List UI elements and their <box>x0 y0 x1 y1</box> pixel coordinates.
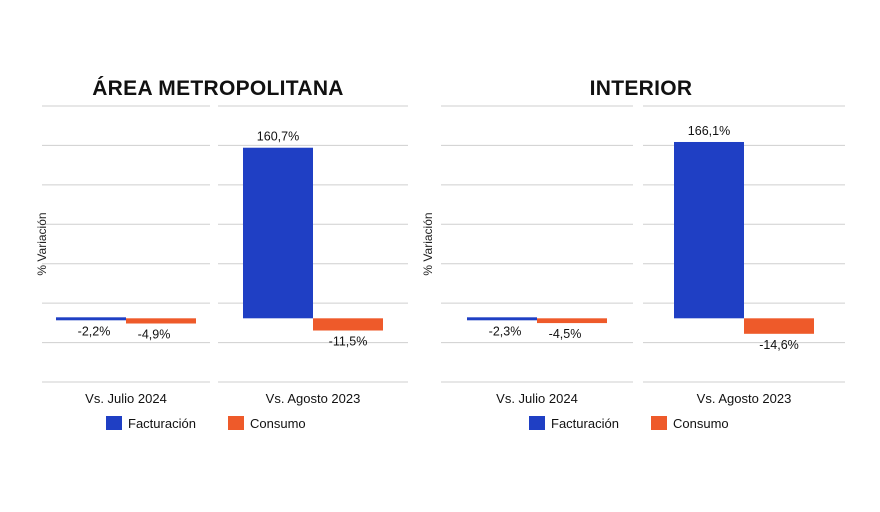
category-label: Vs. Julio 2024 <box>85 391 167 406</box>
legend-label: Facturación <box>128 416 196 431</box>
data-label: -4,9% <box>138 328 171 342</box>
bar-consumo-1 <box>126 318 196 324</box>
y-axis-label: % Variación <box>35 212 49 275</box>
legend-label: Consumo <box>250 416 306 431</box>
data-label: -14,6% <box>759 338 799 352</box>
bar-facturacin-2 <box>674 141 744 319</box>
bar-consumo-2 <box>744 318 814 334</box>
chart-title: INTERIOR <box>590 77 693 100</box>
bar-facturacin-1 <box>467 317 537 321</box>
data-label: 160,7% <box>257 130 299 144</box>
y-axis-label: % Variación <box>421 212 435 275</box>
legend-label: Consumo <box>673 416 729 431</box>
bar-facturacin-2 <box>243 147 313 319</box>
chart-title: ÁREA METROPOLITANA <box>92 77 344 100</box>
data-label: -4,5% <box>549 327 582 341</box>
data-label: -11,5% <box>329 335 368 349</box>
bar-facturacin-1 <box>56 317 126 321</box>
category-label: Vs. Agosto 2023 <box>697 391 792 406</box>
legend-label: Facturación <box>551 416 619 431</box>
category-label: Vs. Julio 2024 <box>496 391 578 406</box>
category-label: Vs. Agosto 2023 <box>266 391 361 406</box>
legend-swatch-consumo <box>228 416 244 430</box>
legend-swatch-facturacin <box>529 416 545 430</box>
legend-swatch-consumo <box>651 416 667 430</box>
data-label: -2,2% <box>78 324 111 338</box>
bar-consumo-1 <box>537 318 607 324</box>
data-label: 166,1% <box>688 124 730 138</box>
data-label: -2,3% <box>489 324 522 338</box>
bar-consumo-2 <box>313 318 383 331</box>
legend-swatch-facturacin <box>106 416 122 430</box>
